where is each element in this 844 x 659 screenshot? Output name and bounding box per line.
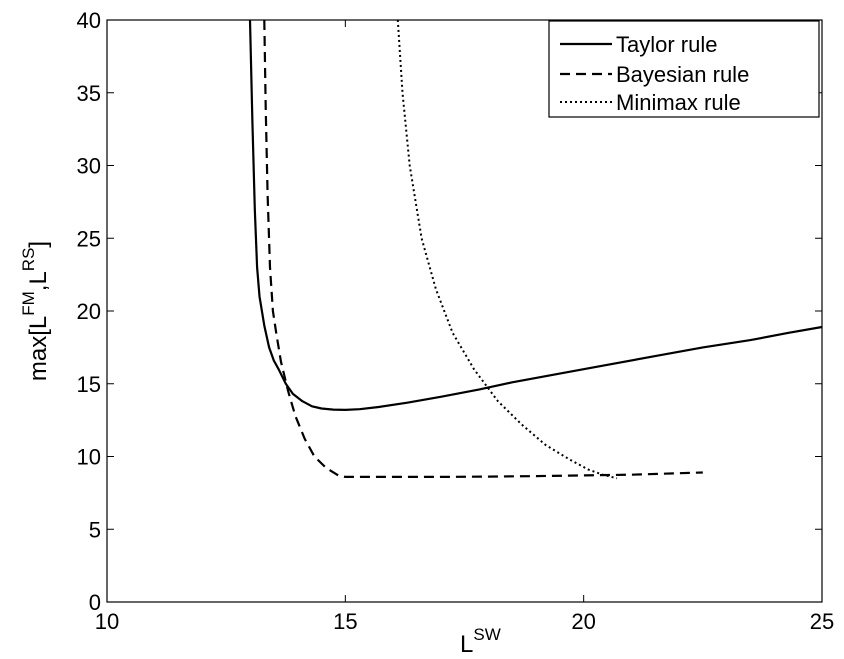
legend-label-bayesian: Bayesian rule <box>616 62 749 87</box>
x-tick-label: 25 <box>810 609 834 634</box>
series-line-minimax-rule <box>396 19 618 480</box>
x-axis-label-base: L <box>460 631 473 658</box>
legend: Taylor rule Bayesian rule Minimax rule <box>548 20 820 118</box>
y-tick-label: 0 <box>89 590 101 615</box>
y-axis-label-sup2: RS <box>19 248 38 272</box>
x-tick-label: 15 <box>333 609 357 634</box>
x-tick-label: 20 <box>571 609 595 634</box>
y-tick-label: 30 <box>77 154 101 179</box>
y-axis-label-mid: ,L <box>25 271 52 291</box>
y-axis-label-prefix: max[L <box>25 316 52 381</box>
y-tick-label: 25 <box>77 226 101 251</box>
x-tick-label: 10 <box>95 609 119 634</box>
y-tick-label: 10 <box>77 445 101 470</box>
y-axis-label-sup1: FM <box>19 291 38 316</box>
y-axis-label: max[LFM,LRS] <box>19 241 52 381</box>
y-tick-label: 15 <box>77 372 101 397</box>
series-line-taylor-rule <box>248 19 823 411</box>
legend-box <box>548 20 820 118</box>
legend-label-minimax: Minimax rule <box>616 90 741 115</box>
legend-label-taylor: Taylor rule <box>616 32 717 57</box>
y-tick-label: 20 <box>77 299 101 324</box>
x-axis-label-sup: SW <box>473 625 500 644</box>
y-axis-label-suffix: ] <box>25 241 52 248</box>
series-line-bayesian-rule <box>263 19 703 478</box>
y-tick-label: 40 <box>77 8 101 33</box>
y-tick-label: 5 <box>89 517 101 542</box>
x-axis-label: LSW <box>460 625 501 658</box>
y-tick-label: 35 <box>77 81 101 106</box>
